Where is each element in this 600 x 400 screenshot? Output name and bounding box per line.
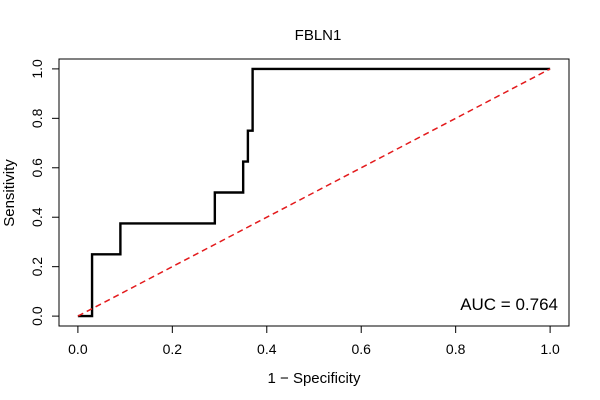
x-axis: 0.0 0.2 0.4 0.6 0.8 1.0: [68, 325, 560, 357]
y-tick-label: 0.0: [29, 306, 45, 326]
y-axis-label: Sensitivity: [1, 159, 18, 227]
y-tick-label: 0.6: [29, 158, 45, 178]
x-tick-label: 0.6: [351, 341, 371, 357]
x-tick-label: 0.0: [68, 341, 88, 357]
x-tick-label: 0.4: [257, 341, 277, 357]
chart-title: FBLN1: [295, 27, 342, 44]
series-layer: [77, 67, 551, 318]
x-tick-label: 0.2: [163, 341, 183, 357]
reference-diagonal-line: [77, 68, 551, 317]
x-tick-label: 1.0: [540, 341, 560, 357]
y-tick-label: 1.0: [29, 59, 45, 79]
x-axis-label: 1 − Specificity: [268, 370, 361, 387]
auc-annotation: AUC = 0.764: [460, 295, 558, 314]
y-tick-label: 0.2: [29, 257, 45, 277]
x-tick-label: 0.8: [446, 341, 466, 357]
y-tick-label: 0.8: [29, 108, 45, 128]
y-axis: 0.0 0.2 0.4 0.6 0.8 1.0: [29, 59, 60, 326]
roc-curve: [77, 67, 551, 318]
y-tick-label: 0.4: [29, 207, 45, 227]
